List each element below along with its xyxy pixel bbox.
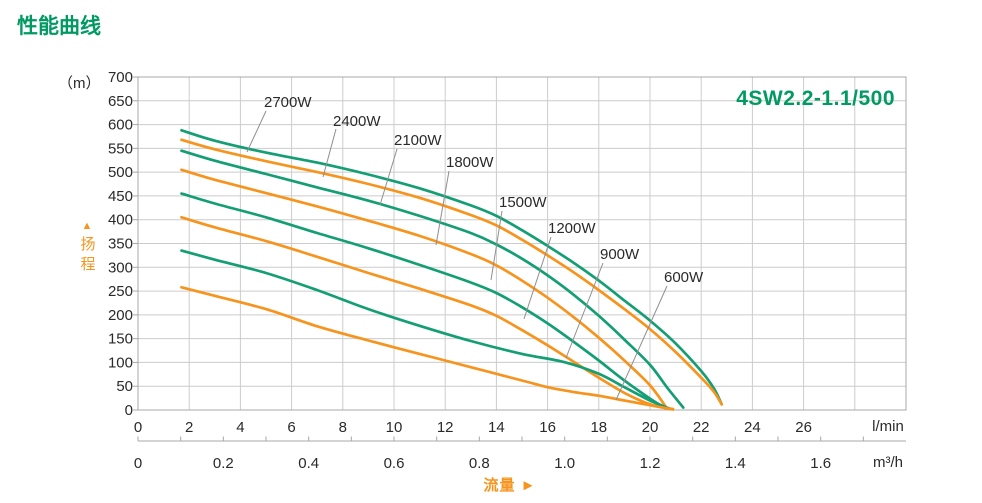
curve-label-1800w: 1800W [446,154,494,171]
x-tick-label-lmin: 26 [795,419,812,436]
curve-leader-1500w [490,210,503,281]
curve-label-600w: 600W [664,269,704,286]
curve-600w [180,285,675,411]
x-tick-label-m3h: 1.0 [554,455,575,472]
curve-leader-2100w [379,148,398,206]
curve-label-1200w: 1200W [548,220,596,237]
x-tick-label-m3h: 0.8 [469,455,490,472]
x-tick-label-lmin: 8 [339,419,347,436]
curve-1800w [180,168,667,408]
grid [137,76,907,411]
curve-label-2400w: 2400W [333,113,381,130]
curve-1500w [180,192,667,410]
x-tick-label-m3h: 0 [134,455,142,472]
y-tick-label: 400 [108,212,133,229]
x-tick-label-lmin: 4 [236,419,244,436]
curve-leader-1800w [435,170,450,246]
y-axis-unit: （m） [58,75,101,92]
curve-2700w [180,128,724,406]
curve-leader-900w [565,262,604,359]
x-tick-label-m3h: 1.6 [810,455,831,472]
x-axis-title: 流量 ► [483,477,537,494]
y-axis-title: ▲ 扬程 [74,220,100,276]
x-tick-label-m3h: 0.6 [384,455,405,472]
curve-label-2100w: 2100W [394,132,442,149]
x-tick-label-m3h: 0.4 [298,455,319,472]
x-tick-label-lmin: 22 [693,419,710,436]
x-tick-label-lmin: 12 [437,419,454,436]
x-tick-label-lmin: 16 [539,419,556,436]
curve-leader-600w [615,285,668,401]
x-tick-label-m3h: 0.2 [213,455,234,472]
secondary-x-axis [137,436,906,442]
model-label: 4SW2.2-1.1/500 [736,87,895,110]
x-tick-label-lmin: 24 [744,419,761,436]
y-axis-ticks [133,76,138,411]
y-tick-label: 450 [108,188,133,205]
x-tick-label-lmin: 20 [642,419,659,436]
page-title: 性能曲线 [17,15,101,38]
y-tick-label: 100 [108,354,133,371]
curve-leader-2400w [322,128,337,178]
y-tick-label: 300 [108,259,133,276]
head-label: 扬程 [78,236,96,276]
y-tick-label: 0 [125,402,133,419]
curve-label-900w: 900W [600,246,640,263]
x-tick-label-m3h: 1.4 [725,455,746,472]
y-tick-label: 500 [108,164,133,181]
y-tick-label: 550 [108,140,133,157]
y-tick-label: 650 [108,93,133,110]
x-tick-label-lmin: 14 [488,419,505,436]
x-tick-label-lmin: 6 [287,419,295,436]
x-tick-label-lmin: 18 [590,419,607,436]
y-tick-label: 250 [108,283,133,300]
x-tick-label-lmin: 0 [134,419,142,436]
y-tick-label: 600 [108,117,133,134]
y-tick-label: 350 [108,236,133,253]
x-axis-unit-lmin: l/min [872,418,904,435]
up-arrow-icon: ▲ [81,220,93,232]
y-tick-label: 50 [116,378,133,395]
y-tick-label: 700 [108,69,133,86]
x-tick-label-m3h: 1.2 [640,455,661,472]
x-tick-label-lmin: 10 [386,419,403,436]
y-tick-label: 150 [108,331,133,348]
curve-leader-2700w [246,110,267,153]
x-axis-unit-m3h: m³/h [873,454,903,471]
curve-2400w [180,138,724,406]
x-tick-label-lmin: 2 [185,419,193,436]
curve-leader-1200w [523,236,552,320]
curve-1200w [180,215,675,411]
curve-label-2700w: 2700W [264,94,312,111]
y-tick-label: 200 [108,307,133,324]
curve-900w [180,249,672,411]
curve-label-1500w: 1500W [499,194,547,211]
